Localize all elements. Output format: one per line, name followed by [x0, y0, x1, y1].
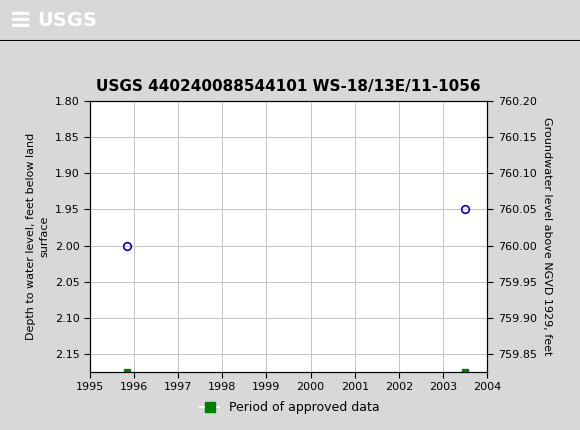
Legend: Period of approved data: Period of approved data [195, 396, 385, 419]
Text: ≡: ≡ [9, 6, 32, 34]
Text: USGS: USGS [38, 11, 97, 30]
Y-axis label: Depth to water level, feet below land
surface: Depth to water level, feet below land su… [26, 133, 49, 340]
Title: USGS 440240088544101 WS-18/13E/11-1056: USGS 440240088544101 WS-18/13E/11-1056 [96, 79, 481, 94]
Y-axis label: Groundwater level above NGVD 1929, feet: Groundwater level above NGVD 1929, feet [542, 117, 552, 356]
